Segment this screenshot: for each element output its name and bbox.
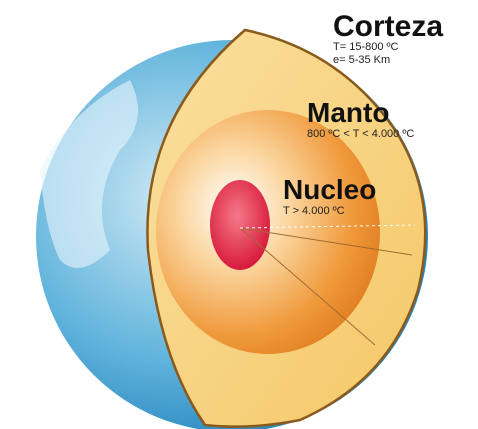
layer-name: Manto <box>307 97 389 128</box>
core <box>210 180 270 270</box>
layer-info: T= 15-800 ºC <box>333 41 399 53</box>
radius-line <box>239 224 416 229</box>
radius-line <box>239 227 376 346</box>
radius-line <box>239 227 413 256</box>
layer-name: Corteza <box>333 10 443 43</box>
layer-info: T > 4.000 ºC <box>283 205 345 217</box>
layer-name: Nucleo <box>283 174 376 205</box>
layer-info: e= 5-35 Km <box>333 54 390 66</box>
continent <box>40 80 138 268</box>
layer-info: 800 ºC < T < 4.000 ºC <box>307 128 414 140</box>
